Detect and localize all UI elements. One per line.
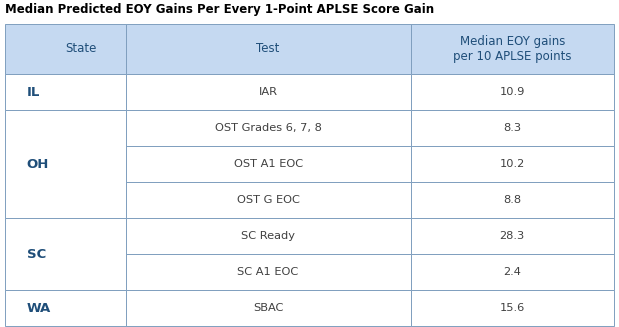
- Text: WA: WA: [27, 301, 51, 315]
- Bar: [5, 110, 126, 218]
- Bar: [126, 182, 410, 218]
- Text: OST Grades 6, 7, 8: OST Grades 6, 7, 8: [215, 123, 321, 133]
- Text: 10.9: 10.9: [500, 87, 525, 97]
- Bar: [126, 290, 410, 326]
- Text: 8.3: 8.3: [503, 123, 521, 133]
- Text: OST G EOC: OST G EOC: [236, 195, 300, 205]
- Bar: [410, 218, 614, 254]
- Text: Median EOY gains
per 10 APLSE points: Median EOY gains per 10 APLSE points: [453, 35, 571, 63]
- Bar: [410, 74, 614, 110]
- Text: OH: OH: [27, 158, 49, 170]
- Text: SC A1 EOC: SC A1 EOC: [238, 267, 299, 277]
- Text: 8.8: 8.8: [503, 195, 521, 205]
- Bar: [126, 74, 410, 110]
- Bar: [410, 146, 614, 182]
- Text: 10.2: 10.2: [500, 159, 525, 169]
- Text: 28.3: 28.3: [500, 231, 525, 241]
- Bar: [126, 24, 410, 74]
- Text: 15.6: 15.6: [500, 303, 525, 313]
- Text: SC: SC: [27, 248, 46, 261]
- Text: Median Predicted EOY Gains Per Every 1-Point APLSE Score Gain: Median Predicted EOY Gains Per Every 1-P…: [5, 3, 434, 16]
- Text: IL: IL: [27, 85, 40, 98]
- Bar: [5, 24, 126, 74]
- Bar: [5, 218, 126, 290]
- Bar: [410, 182, 614, 218]
- Bar: [126, 110, 410, 146]
- Bar: [126, 218, 410, 254]
- Bar: [410, 290, 614, 326]
- Bar: [5, 290, 126, 326]
- Bar: [410, 24, 614, 74]
- Bar: [410, 110, 614, 146]
- Text: 2.4: 2.4: [503, 267, 521, 277]
- Text: SC Ready: SC Ready: [241, 231, 295, 241]
- Text: Test: Test: [256, 43, 280, 56]
- Text: State: State: [65, 43, 97, 56]
- Bar: [410, 254, 614, 290]
- Text: SBAC: SBAC: [253, 303, 284, 313]
- Text: OST A1 EOC: OST A1 EOC: [233, 159, 303, 169]
- Bar: [5, 74, 126, 110]
- Bar: [126, 254, 410, 290]
- Bar: [126, 146, 410, 182]
- Text: IAR: IAR: [259, 87, 277, 97]
